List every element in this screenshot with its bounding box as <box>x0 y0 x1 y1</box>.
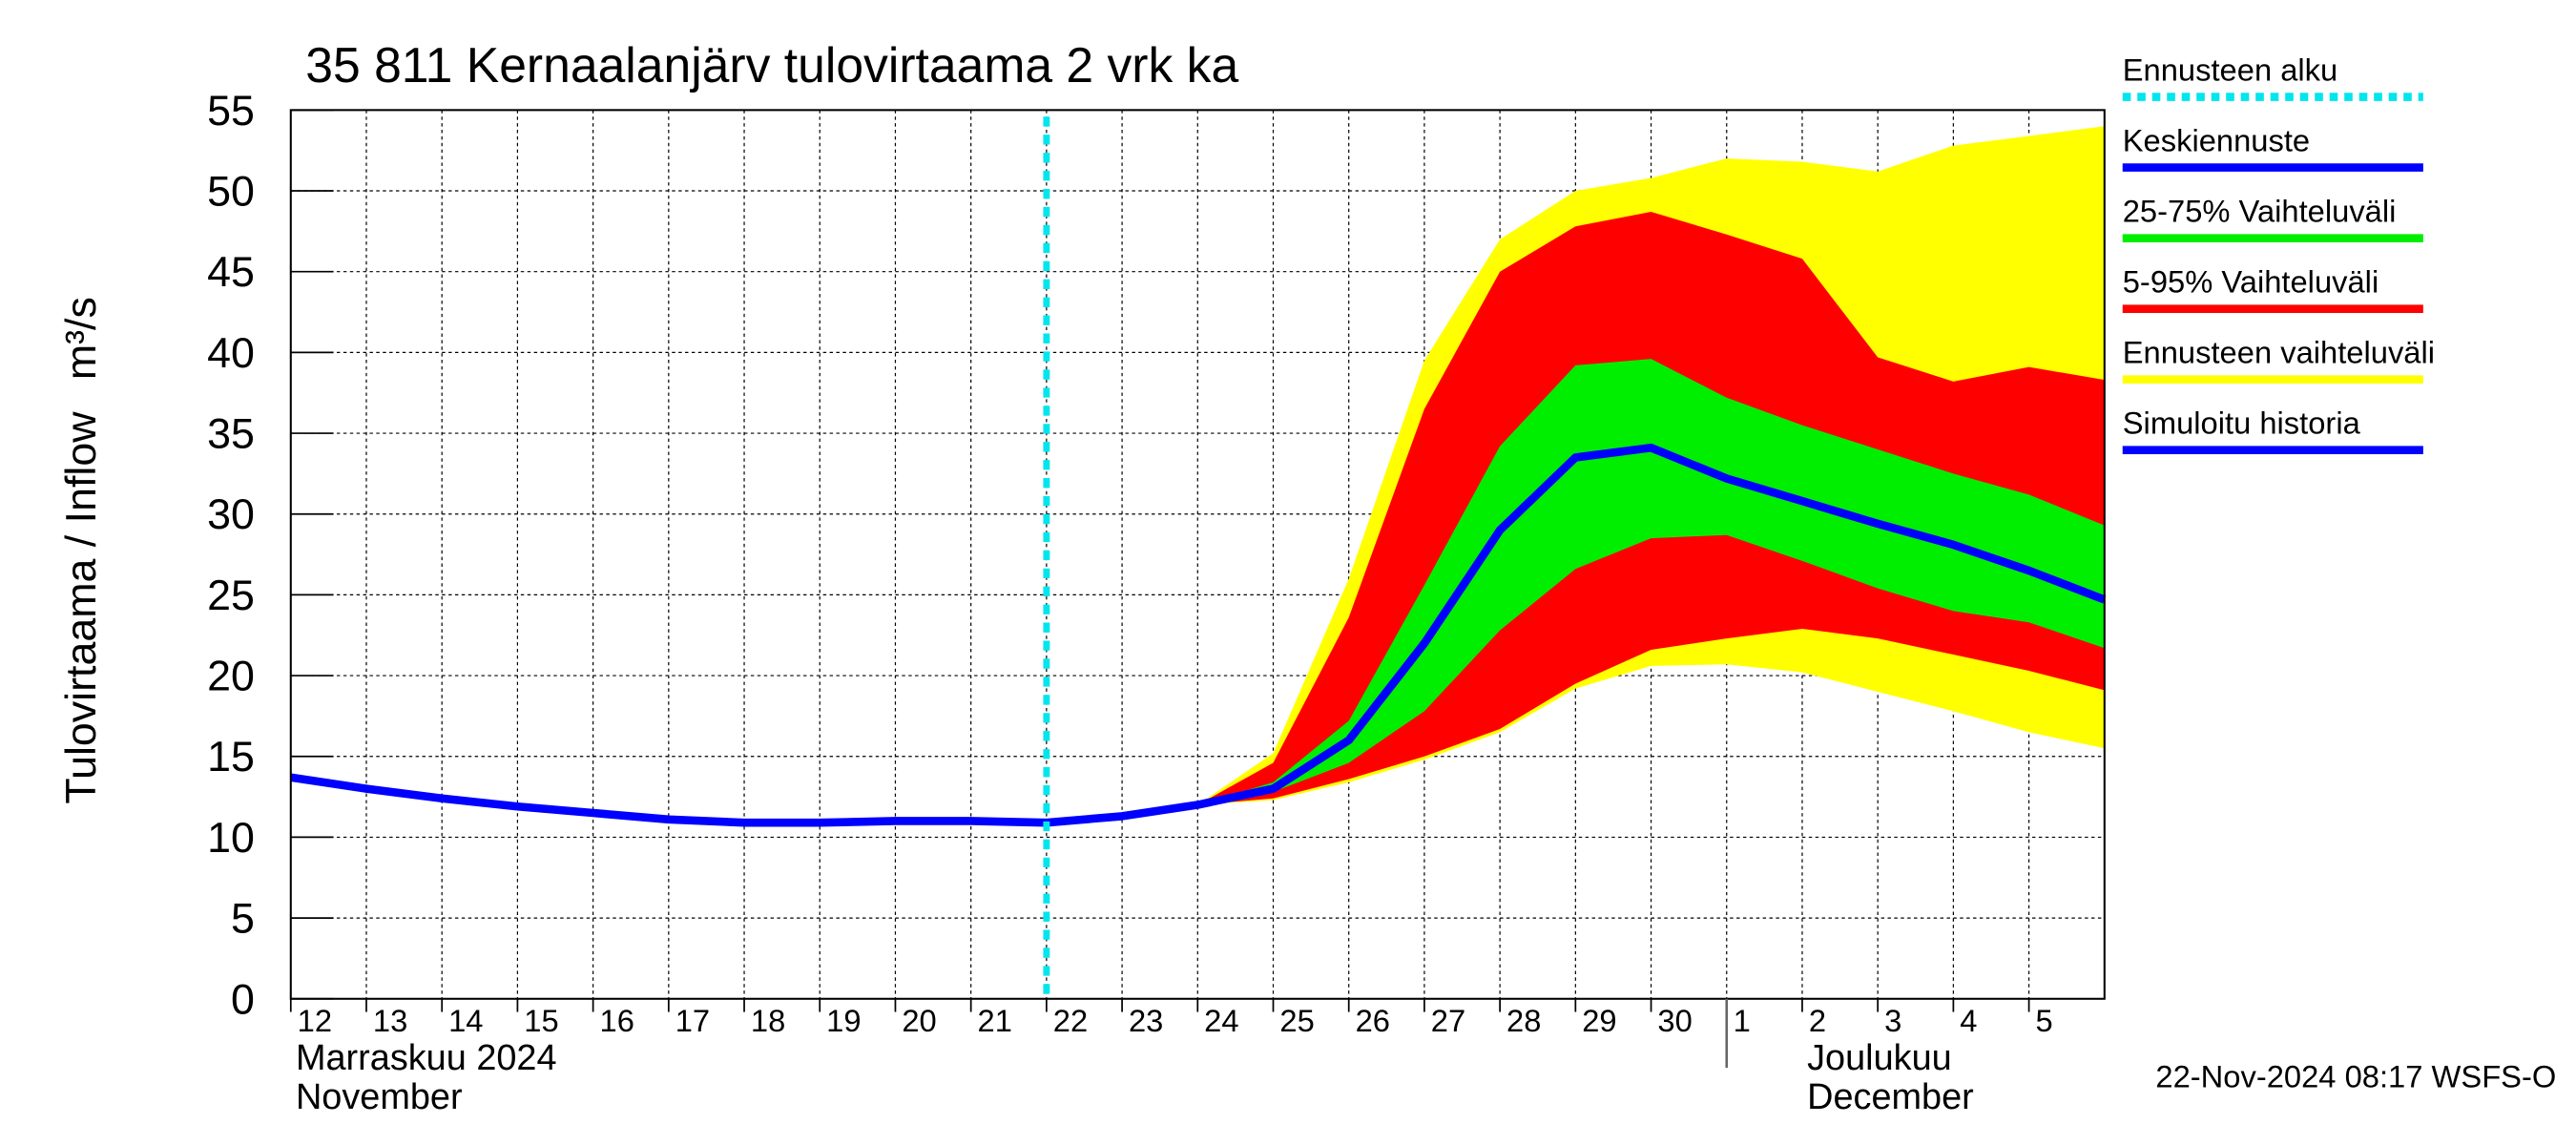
y-tick-label: 55 <box>207 87 255 135</box>
x-tick-label: 21 <box>978 1003 1012 1038</box>
legend-label: 5-95% Vaihteluväli <box>2123 263 2379 299</box>
y-tick-label: 40 <box>207 329 255 377</box>
y-tick-label: 20 <box>207 653 255 700</box>
x-tick-label: 4 <box>1960 1003 1977 1038</box>
x-tick-label: 13 <box>373 1003 407 1038</box>
month-label: Marraskuu 2024 <box>296 1038 557 1078</box>
x-tick-label: 29 <box>1582 1003 1616 1038</box>
x-tick-label: 3 <box>1884 1003 1901 1038</box>
x-tick-label: 23 <box>1129 1003 1163 1038</box>
x-tick-label: 12 <box>298 1003 332 1038</box>
x-tick-label: 5 <box>2035 1003 2052 1038</box>
legend-label: Ennusteen vaihteluväli <box>2123 334 2435 369</box>
x-tick-label: 26 <box>1356 1003 1390 1038</box>
y-axis-unit: m³/s <box>57 297 105 380</box>
legend-label: Ennusteen alku <box>2123 52 2337 87</box>
x-tick-label: 15 <box>524 1003 558 1038</box>
x-tick-label: 20 <box>902 1003 936 1038</box>
x-tick-label: 14 <box>448 1003 483 1038</box>
plot-frame <box>289 109 2106 1000</box>
x-tick-label: 30 <box>1657 1003 1692 1038</box>
y-tick-label: 0 <box>231 975 255 1023</box>
y-tick-label: 50 <box>207 168 255 216</box>
x-tick-label: 2 <box>1809 1003 1826 1038</box>
x-tick-label: 1 <box>1734 1003 1751 1038</box>
x-tick-label: 25 <box>1279 1003 1314 1038</box>
x-tick-label: 22 <box>1053 1003 1088 1038</box>
legend-label: 25-75% Vaihteluväli <box>2123 193 2397 228</box>
y-axis-label: Tulovirtaama / Inflow <box>57 411 105 804</box>
y-tick-label: 35 <box>207 410 255 458</box>
x-tick-label: 18 <box>751 1003 785 1038</box>
month-label: Joulukuu <box>1807 1038 1952 1078</box>
month-label-en: November <box>296 1077 463 1117</box>
x-tick-label: 27 <box>1431 1003 1465 1038</box>
y-tick-label: 25 <box>207 572 255 619</box>
y-tick-label: 15 <box>207 733 255 781</box>
x-tick-label: 16 <box>600 1003 634 1038</box>
x-tick-label: 28 <box>1506 1003 1541 1038</box>
timestamp: 22-Nov-2024 08:17 WSFS-O <box>2155 1059 2556 1094</box>
y-tick-label: 10 <box>207 814 255 862</box>
legend-label: Keskiennuste <box>2123 122 2310 157</box>
month-label-en: December <box>1807 1077 1974 1117</box>
line-series <box>290 773 1047 827</box>
x-tick-label: 24 <box>1204 1003 1238 1038</box>
x-tick-label: 17 <box>675 1003 710 1038</box>
x-tick-label: 19 <box>826 1003 861 1038</box>
chart-title: 35 811 Kernaalanjärv tulovirtaama 2 vrk … <box>305 37 1238 93</box>
line-series <box>1046 443 2107 827</box>
legend-label: Simuloitu historia <box>2123 406 2361 441</box>
y-tick-label: 5 <box>231 895 255 943</box>
y-tick-label: 30 <box>207 490 255 538</box>
forecast-band <box>1197 359 2105 805</box>
y-tick-label: 45 <box>207 248 255 296</box>
